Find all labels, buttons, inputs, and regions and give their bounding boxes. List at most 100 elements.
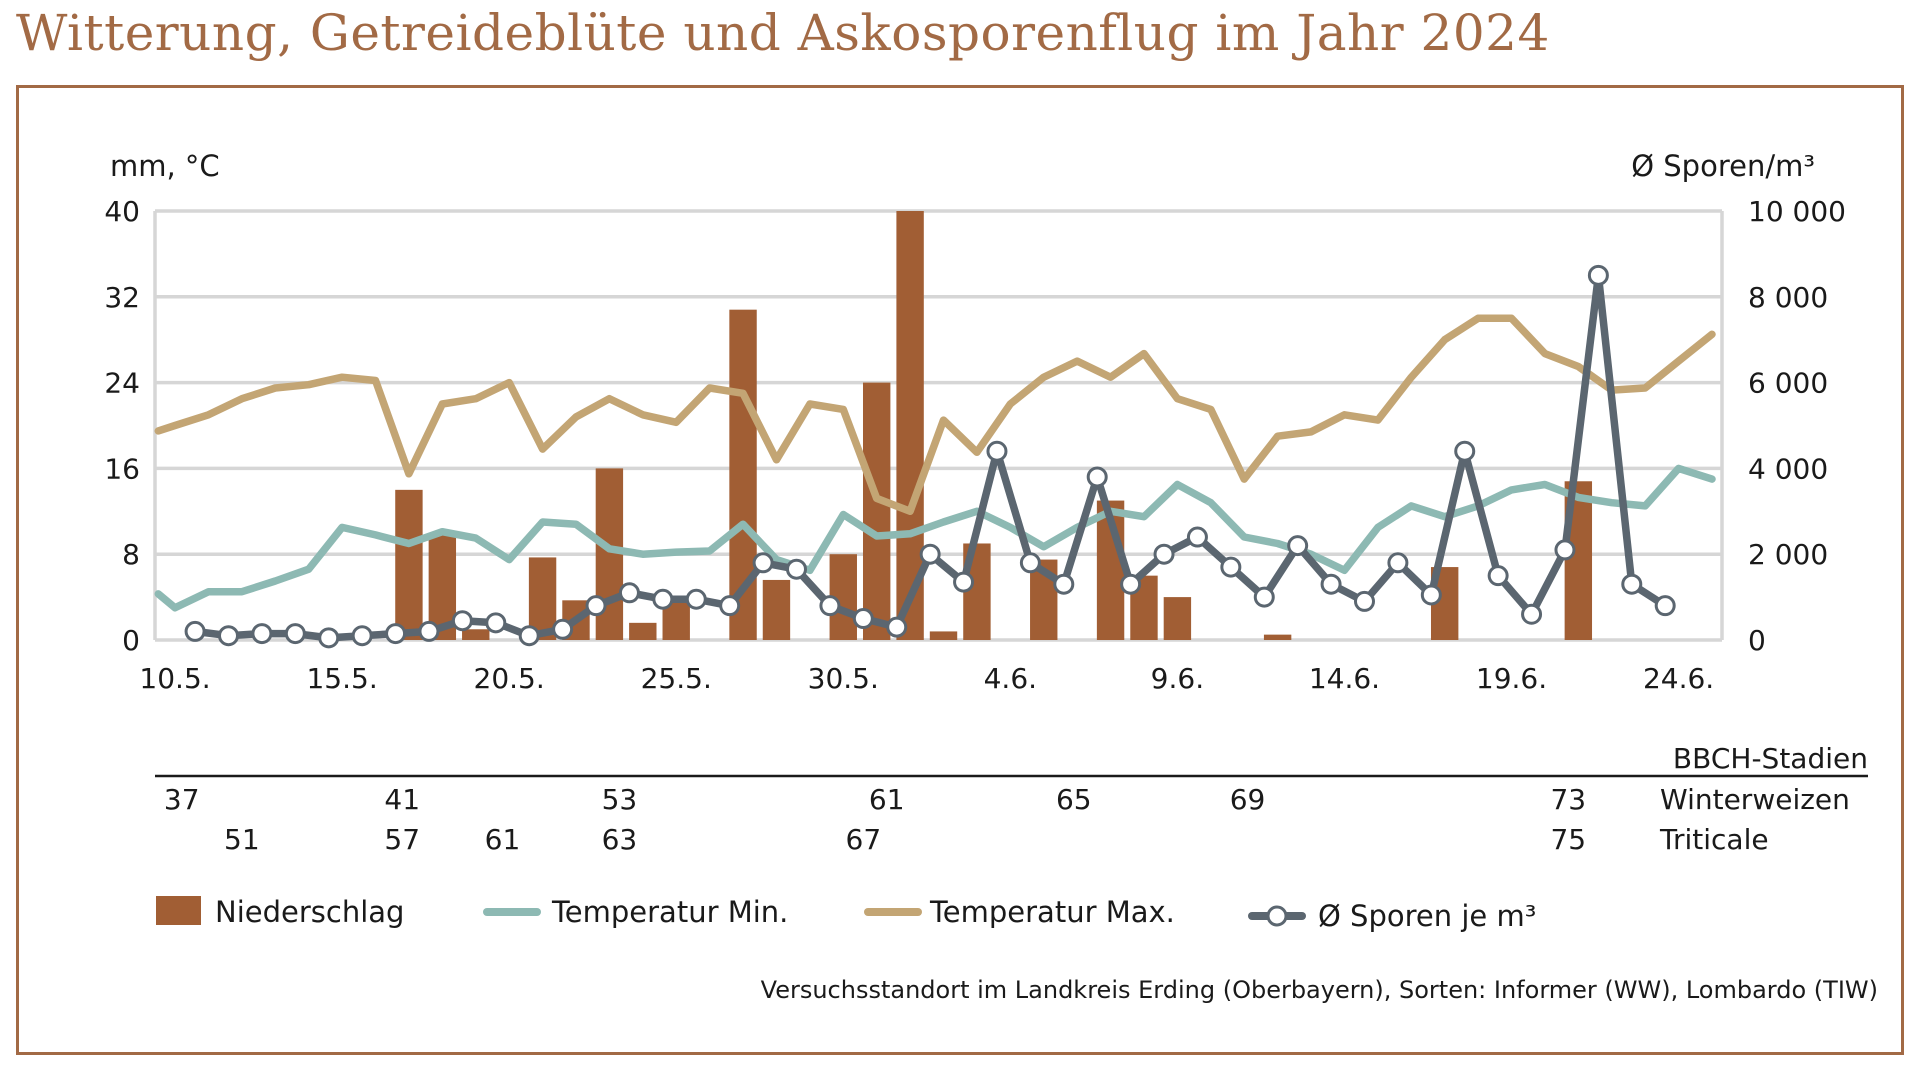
bbch-stage-triticale: 75 [1550, 823, 1586, 856]
chart-title: Witterung, Getreideblüte und Askosporenf… [16, 4, 1550, 62]
x-tick-label: 25.5. [641, 662, 712, 695]
spores-point [318, 627, 340, 649]
spores-point [1420, 584, 1442, 606]
spores-point [719, 595, 741, 617]
spores-point [752, 552, 774, 574]
x-tick-label: 20.5. [474, 662, 545, 695]
spores-point [1019, 552, 1041, 574]
precip-bar [462, 629, 490, 640]
spores-point [786, 558, 808, 580]
bbch-stage-triticale: 67 [846, 823, 882, 856]
x-tick-label: 10.5. [139, 662, 210, 695]
spores-point [1487, 565, 1509, 587]
precip-bar [395, 489, 423, 640]
spores-point [1587, 264, 1609, 286]
y-axis-label-right: Ø Sporen/m³ [1631, 149, 1815, 183]
spores-point [518, 625, 540, 647]
precip-bar [1163, 597, 1192, 640]
bbch-winterweizen-stages: 37 41 53 61 65 69 73 [164, 783, 1586, 816]
spores-point [986, 440, 1008, 462]
legend-swatch-spores-marker [1266, 905, 1288, 927]
spores-point [1153, 543, 1175, 565]
legend: Niederschlag Temperatur Min. Temperatur … [156, 895, 1536, 933]
legend-label-tmax: Temperatur Max. [929, 895, 1175, 929]
bbch-triticale-stages: 51 57 61 63 67 75 [224, 823, 1586, 856]
bbch-stage-winterweizen: 65 [1056, 783, 1092, 816]
temp-max-line [154, 314, 1716, 516]
bbch-stage-winterweizen: 53 [602, 783, 638, 816]
y-tick-left: 0 [122, 624, 140, 657]
spores-point [919, 543, 941, 565]
legend-label-tmin: Temperatur Min. [551, 895, 788, 929]
y-tick-left: 32 [104, 281, 140, 314]
legend-label-spores: Ø Sporen je m³ [1318, 899, 1536, 933]
spores-point [1253, 586, 1275, 608]
y-tick-left: 40 [104, 195, 140, 228]
precip-bar [929, 631, 958, 640]
spores-point [953, 571, 975, 593]
spores-point [1053, 573, 1075, 595]
spores-point [819, 595, 841, 617]
bbch-row-label-winterweizen: Winterweizen [1660, 783, 1850, 816]
spores-point [1220, 556, 1242, 578]
spores-point [1654, 595, 1676, 617]
spores-point [685, 588, 707, 610]
spores-point [1454, 440, 1476, 462]
x-tick-label: 4.6. [984, 662, 1037, 695]
y-tick-right: 10 000 [1748, 195, 1846, 228]
spores-point [552, 618, 574, 640]
precip-bar [629, 622, 657, 640]
spores-point [184, 620, 206, 642]
spores-point [218, 625, 240, 647]
bbch-stage-winterweizen: 37 [164, 783, 200, 816]
bbch-stage-triticale: 51 [224, 823, 260, 856]
spores-point [1186, 526, 1208, 548]
bbch-row-label-triticale: Triticale [1659, 823, 1769, 856]
y-tick-right: 4 000 [1748, 452, 1828, 485]
spores-point [1120, 573, 1142, 595]
spores-point [1387, 552, 1409, 574]
spores-point [1621, 573, 1643, 595]
legend-swatch-precip [156, 896, 201, 925]
spores-point [1521, 603, 1543, 625]
x-tick-label: 24.6. [1643, 662, 1714, 695]
x-tick-label: 14.6. [1309, 662, 1380, 695]
y-tick-left: 24 [104, 367, 140, 400]
spores-point [1353, 590, 1375, 612]
spores-point [1086, 466, 1108, 488]
y-tick-right: 6 000 [1748, 367, 1828, 400]
precip-bar [1263, 634, 1292, 640]
y-tick-right: 0 [1748, 624, 1766, 657]
bbch-header: BBCH-Stadien [1673, 742, 1868, 775]
spores-point [585, 595, 607, 617]
bbch-stage-winterweizen: 73 [1550, 783, 1586, 816]
spores-point [351, 625, 373, 647]
spores-point [284, 623, 306, 645]
spores-point [886, 616, 908, 638]
x-tick-label: 15.5. [306, 662, 377, 695]
y-axis-label-left: mm, °C [110, 149, 220, 183]
bbch-stage-triticale: 61 [485, 823, 521, 856]
spores-point [618, 582, 640, 604]
x-tick-label: 30.5. [808, 662, 879, 695]
spores-series [184, 264, 1676, 649]
y-tick-right: 8 000 [1748, 281, 1828, 314]
temp-min-line [154, 464, 1716, 612]
x-tick-label: 9.6. [1151, 662, 1204, 695]
bbch-stage-triticale: 63 [602, 823, 638, 856]
y-tick-right: 2 000 [1748, 538, 1828, 571]
spores-point [451, 610, 473, 632]
legend-label-precip: Niederschlag [215, 895, 404, 929]
y-tick-left: 16 [104, 452, 140, 485]
spores-point [385, 623, 407, 645]
spores-point [652, 588, 674, 610]
precip-bar [762, 579, 791, 640]
spores-point [1287, 535, 1309, 557]
bbch-stage-triticale: 57 [384, 823, 420, 856]
axes: 0 0 8 2 000 16 4 000 24 6 000 32 8 000 40 10 000 10.… [104, 195, 1846, 695]
temperature-lines [154, 314, 1716, 612]
y-tick-left: 8 [122, 538, 140, 571]
x-tick-label: 19.6. [1476, 662, 1547, 695]
spores-point [418, 620, 440, 642]
